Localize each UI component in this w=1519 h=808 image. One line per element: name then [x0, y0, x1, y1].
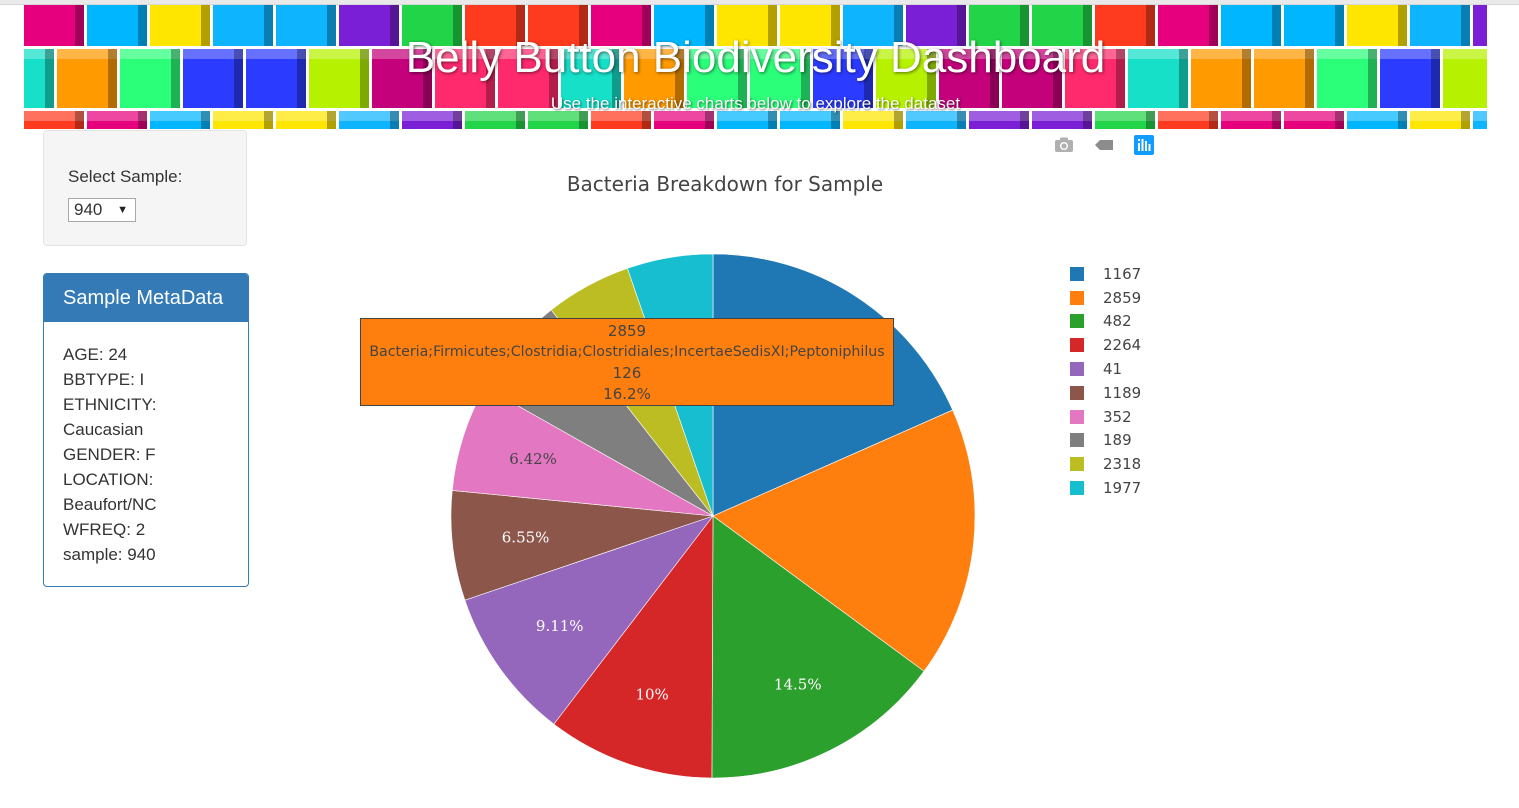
plotly-logo-icon[interactable] [1132, 134, 1156, 156]
metadata-line: BBTYPE: I [63, 370, 145, 389]
header-banner: Belly Button Biodiversity Dashboard Use … [24, 5, 1487, 129]
legend-item-352[interactable]: 352 [1070, 405, 1141, 429]
page-subtitle: Use the interactive charts below to expl… [550, 94, 961, 113]
pie-slice-label: 14.5% [774, 676, 822, 694]
sample-metadata-panel: Sample MetaData AGE: 24 BBTYPE: I ETHNIC… [43, 273, 249, 587]
legend-item-2859[interactable]: 2859 [1070, 286, 1141, 310]
metadata-line: LOCATION: [63, 470, 154, 489]
pie-slice-1189[interactable] [450, 490, 714, 601]
legend-label: 1189 [1103, 383, 1142, 402]
hover-tooltip: 2859 Bacteria;Firmicutes;Clostridia;Clos… [360, 318, 894, 406]
legend-item-1189[interactable]: 1189 [1070, 381, 1141, 405]
metadata-panel-body: AGE: 24 BBTYPE: I ETHNICITY: Caucasian G… [44, 322, 248, 586]
legend-label: 1977 [1103, 479, 1142, 498]
legend-label: 41 [1103, 360, 1123, 379]
legend-item-2264[interactable]: 2264 [1070, 333, 1141, 357]
legend-swatch [1070, 290, 1084, 305]
pie-slice-41[interactable] [464, 515, 714, 725]
legend-item-189[interactable]: 189 [1070, 429, 1141, 453]
chart-modebar [1050, 134, 1160, 156]
metadata-line: GENDER: F [63, 445, 156, 464]
pie-slice-label: 10% [635, 686, 668, 704]
legend-item-1977[interactable]: 1977 [1070, 476, 1141, 500]
sample-select-dropdown[interactable]: 940 ▼ [68, 198, 136, 222]
legend-label: 482 [1103, 312, 1132, 331]
legend-swatch [1070, 266, 1084, 281]
tag-icon[interactable] [1092, 134, 1116, 156]
legend-label: 1167 [1103, 264, 1142, 283]
metadata-line: ETHNICITY: [63, 395, 157, 414]
pie-slice-label: 6.42% [509, 450, 557, 468]
legend-item-41[interactable]: 41 [1070, 357, 1141, 381]
legend-swatch [1070, 433, 1084, 448]
pie-slice-482[interactable] [711, 515, 925, 779]
legend-item-2318[interactable]: 2318 [1070, 452, 1141, 476]
chart-title: Bacteria Breakdown for Sample [566, 172, 884, 196]
page-title: Belly Button Biodiversity Dashboard [405, 33, 1106, 82]
legend-label: 2318 [1103, 455, 1142, 474]
metadata-panel-title: Sample MetaData [44, 274, 248, 322]
sample-select-value: 940 [74, 200, 103, 219]
legend-swatch [1070, 385, 1084, 400]
pie-slice-2264[interactable] [553, 515, 714, 779]
banner-background-image [24, 5, 1487, 129]
metadata-line: WFREQ: 2 [63, 520, 146, 539]
legend-label: 2264 [1103, 336, 1142, 355]
tooltip-taxonomy: Bacteria;Firmicutes;Clostridia;Clostridi… [369, 344, 885, 360]
legend-swatch [1070, 338, 1084, 353]
pie-slice-label: 6.55% [502, 529, 550, 547]
metadata-line: AGE: 24 [63, 345, 128, 364]
chart-legend: 1167 2859 482 2264 41 1189 352 189 2318 1977 [1070, 262, 1141, 500]
legend-swatch [1070, 362, 1084, 377]
tooltip-id: 2859 [607, 322, 647, 340]
legend-label: 352 [1103, 407, 1132, 426]
metadata-line: Caucasian [63, 420, 144, 439]
legend-label: 189 [1103, 431, 1132, 450]
legend-swatch [1070, 457, 1084, 472]
tooltip-percent: 16.2% [603, 385, 651, 403]
sample-selector-panel: Select Sample: 940 ▼ [43, 130, 247, 246]
metadata-line: Beaufort/NC [63, 495, 157, 514]
legend-item-1167[interactable]: 1167 [1070, 262, 1141, 286]
pie-slice-label: 9.11% [536, 617, 584, 635]
pie-slice-2859[interactable] [712, 409, 976, 672]
chevron-down-icon: ▼ [117, 204, 128, 216]
select-sample-label: Select Sample: [68, 167, 183, 186]
metadata-line: sample: 940 [63, 545, 156, 564]
legend-label: 2859 [1103, 288, 1142, 307]
legend-item-482[interactable]: 482 [1070, 310, 1141, 334]
tooltip-value: 126 [612, 364, 642, 382]
legend-swatch [1070, 409, 1084, 424]
camera-icon[interactable] [1052, 134, 1076, 156]
legend-swatch [1070, 314, 1084, 329]
legend-swatch [1070, 481, 1084, 496]
